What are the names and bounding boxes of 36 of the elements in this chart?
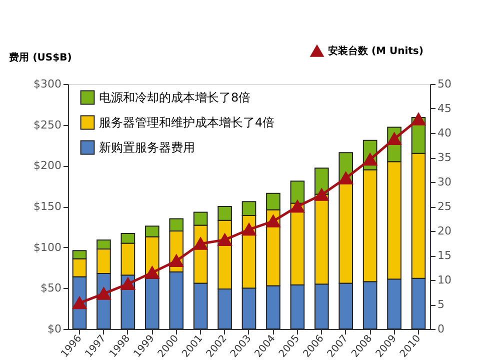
- point: [290, 200, 304, 213]
- y2-tick-label: 15: [438, 249, 452, 262]
- point: [266, 215, 280, 228]
- y2-tick-label: 50: [438, 78, 452, 90]
- point: [145, 266, 160, 279]
- y2-tick-label: 40: [438, 126, 452, 140]
- point: [338, 172, 353, 184]
- y2-tick-label: 10: [438, 274, 452, 286]
- y-axis-title: 费用 (US$B): [8, 52, 72, 64]
- point: [121, 278, 135, 290]
- y2-tick-label: 20: [438, 224, 452, 238]
- y2-tick-label: 30: [438, 176, 452, 188]
- y2-tick-label: 45: [438, 102, 452, 115]
- legend-label: 新购置服务器费用: [99, 140, 195, 154]
- point: [194, 238, 208, 250]
- y2-tick-label: 5: [438, 298, 444, 311]
- y-tick-label: $150: [34, 200, 62, 213]
- point: [387, 132, 402, 146]
- legend-label: 服务器管理和维护成本增长了4倍: [99, 116, 275, 130]
- y-tick-label: $50: [40, 282, 62, 295]
- y-tick-label: $100: [34, 240, 62, 254]
- y-tick-label: $250: [34, 118, 62, 132]
- point: [412, 113, 426, 126]
- y2-tick-label: 25: [438, 200, 452, 213]
- point: [218, 234, 232, 246]
- y2-tick-label: 0: [438, 322, 444, 336]
- point: [242, 223, 256, 236]
- y-tick-label: $0: [48, 322, 62, 336]
- y2-tick-label: 35: [438, 151, 452, 164]
- legend-label: 安装台数 (M Units): [328, 45, 424, 57]
- point: [96, 288, 111, 300]
- y-tick-label: $200: [34, 159, 62, 172]
- y-tick-label: $300: [34, 78, 62, 90]
- point: [169, 254, 184, 268]
- point: [314, 188, 329, 201]
- legend-label: 电源和冷却的成本增长了8倍: [99, 90, 251, 104]
